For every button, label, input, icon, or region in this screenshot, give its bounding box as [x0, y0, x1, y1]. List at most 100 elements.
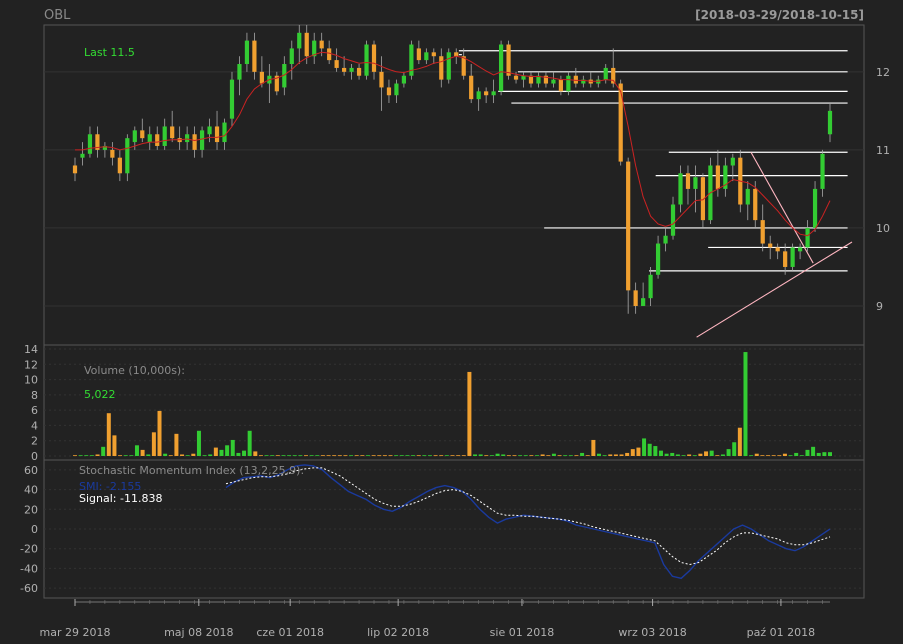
candle-body: [371, 44, 377, 72]
volume-bar: [275, 455, 280, 457]
x-tick-label: cze 01 2018: [256, 626, 324, 639]
candle-body: [685, 173, 691, 189]
volume-bar: [157, 410, 162, 456]
volume-bar: [743, 352, 748, 456]
volume-bar: [337, 455, 342, 457]
volume-bar: [473, 454, 478, 456]
volume-bar: [568, 455, 573, 457]
volume-bar: [264, 455, 269, 457]
smi-tick-label: 20: [24, 503, 38, 516]
candle-body: [476, 91, 481, 100]
volume-bar: [777, 455, 782, 457]
candle-body: [72, 165, 78, 174]
price-panel: 9 10 11 12: [43, 24, 890, 599]
candle-body: [573, 75, 578, 84]
volume-bar: [799, 455, 804, 457]
volume-bar: [760, 455, 765, 457]
volume-bar: [180, 454, 185, 456]
candle-body: [379, 71, 384, 88]
candle-body: [626, 161, 631, 291]
volume-tick-label: 8: [31, 389, 38, 402]
candle-body: [827, 110, 833, 135]
volume-bar: [219, 449, 224, 456]
volume-bar: [822, 452, 827, 456]
volume-bar: [89, 455, 94, 457]
price-tick-label: 9: [876, 300, 883, 313]
volume-bar: [388, 455, 393, 457]
volume-bar: [805, 449, 810, 456]
price-tick-label: 10: [876, 222, 890, 235]
volume-bar: [360, 455, 365, 457]
volume-bar: [596, 453, 601, 456]
volume-bar: [326, 455, 331, 457]
volume-bar: [647, 443, 652, 456]
volume-bar: [720, 454, 725, 456]
volume-bar: [377, 455, 382, 457]
volume-bar: [247, 430, 252, 456]
volume-bar: [732, 442, 737, 456]
candle-body: [820, 153, 825, 189]
volume-label: Volume (10,000s):: [84, 364, 185, 377]
candle-body: [760, 220, 765, 244]
candle-body: [87, 134, 93, 154]
candle-body: [155, 134, 160, 146]
volume-bar: [687, 454, 692, 456]
volume-bar: [529, 455, 534, 457]
candle-body: [768, 243, 773, 248]
candle-body: [611, 67, 616, 84]
volume-bar: [349, 455, 354, 457]
candle-body: [745, 188, 750, 205]
volume-bar: [382, 455, 387, 457]
candle-body: [528, 75, 534, 84]
candle-body: [723, 165, 728, 189]
volume-bar: [354, 455, 359, 457]
volume-bar: [427, 455, 432, 457]
candle-body: [117, 157, 122, 174]
signal-value-label: Signal: -11.838: [79, 492, 162, 505]
volume-bar: [794, 452, 799, 456]
volume-bar: [208, 454, 213, 456]
chart-date-range: [2018-03-29/2018-10-15]: [695, 8, 864, 22]
candle-body: [543, 75, 549, 84]
candle-body: [274, 75, 279, 92]
x-tick-label: wrz 03 2018: [618, 626, 686, 639]
x-tick-label: sie 01 2018: [490, 626, 555, 639]
candle-body: [312, 40, 317, 57]
candle-body: [454, 52, 459, 57]
volume-bar: [467, 371, 472, 456]
volume-bar: [563, 455, 568, 457]
candle-body: [401, 75, 407, 84]
volume-bar: [625, 452, 630, 456]
candle-body: [633, 290, 638, 306]
candle-body: [80, 153, 85, 158]
candle-body: [581, 79, 586, 84]
volume-tick-label: 2: [31, 435, 38, 448]
candle-body: [342, 67, 347, 72]
smi-value-label: SMI: -2.155: [79, 480, 141, 493]
candle-body: [289, 48, 294, 65]
volume-tick-label: 12: [24, 358, 38, 371]
candle-body: [207, 126, 212, 135]
volume-bar: [675, 454, 680, 456]
x-tick-label: lip 02 2018: [367, 626, 429, 639]
volume-bar: [343, 455, 348, 457]
candle-body: [491, 91, 496, 96]
candle-body: [641, 298, 646, 306]
volume-bar: [112, 435, 117, 456]
candle-body: [386, 87, 392, 96]
volume-bar: [557, 455, 562, 457]
volume-bar: [658, 450, 663, 456]
volume-bar: [411, 455, 416, 457]
candle-body: [461, 56, 466, 76]
candle-body: [783, 251, 788, 267]
volume-bar: [230, 439, 235, 456]
volume-bar: [101, 446, 106, 456]
volume-bar: [580, 452, 585, 456]
volume-bar: [394, 455, 399, 457]
x-axis: mar 29 2018 maj 08 2018 cze 01 2018 lip 02 …: [40, 599, 830, 639]
price-tick-label: 12: [876, 66, 890, 79]
candle-body: [416, 48, 421, 61]
candle-body: [469, 75, 474, 100]
candle-body: [162, 126, 167, 146]
